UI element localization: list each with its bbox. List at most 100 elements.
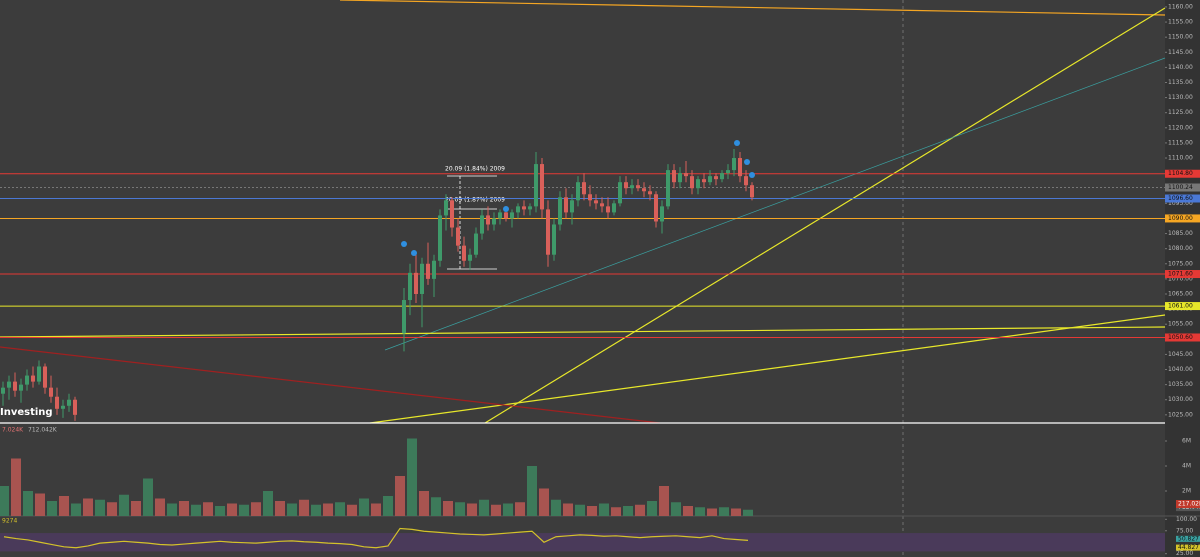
volume-bar [335,502,345,516]
volume-header: 712.042K [28,427,58,434]
volume-bar [323,503,333,516]
volume-bar [83,498,93,516]
volume-bar [479,499,489,516]
candle-body [37,366,41,382]
candle-body [474,233,478,255]
y-tick-label: 1135.00 [1168,79,1193,86]
candle-body [510,212,514,219]
oscillator-tick-label: 75.00 [1176,527,1193,534]
y-tick-label: 1125.00 [1168,109,1193,116]
volume-bar [671,502,681,516]
trend-line [384,57,1166,351]
candle-body [594,200,598,204]
candle-body [648,191,652,195]
volume-bar [359,498,369,516]
volume-header: 7.024K [2,427,24,434]
candle-body [61,405,65,409]
y-tick-label: 1140.00 [1168,64,1193,71]
candle-body [570,200,574,213]
oscillator-tick-label: 100.00 [1176,516,1197,523]
y-tick-label: 1085.00 [1168,230,1193,237]
oscillator-label: 44.827 [1178,544,1199,551]
price-label: 1096.60 [1168,195,1193,202]
candle-body [43,366,47,388]
volume-bar [179,501,189,516]
volume-bar [191,504,201,516]
brand: Investing [0,407,53,418]
candle-body [67,399,71,406]
candle-body [600,203,604,207]
volume-bar [0,486,9,516]
volume-tick-label: 6M [1182,438,1191,445]
volume-bar [455,502,465,516]
candle-body [552,224,556,255]
candle-body [750,185,754,198]
oscillator-label-box [1176,544,1200,551]
candle-body [708,176,712,183]
candle-body [738,158,742,177]
y-tick-label: 1055.00 [1168,321,1193,328]
volume-bar [551,499,561,516]
volume-bar [563,503,573,516]
volume-bar [203,502,213,516]
price-label-box [1165,333,1200,342]
volume-bar [635,504,645,516]
candle-body [468,254,472,261]
y-tick-label: 1075.00 [1168,260,1193,267]
candle-body [522,206,526,210]
price-label: 1071.60 [1168,271,1193,278]
volume-tick-label: 2M [1182,488,1191,495]
y-tick-label: 1145.00 [1168,49,1193,56]
candle-body [654,194,658,222]
volume-bar [143,478,153,516]
trend-line [339,0,1166,16]
signal-marker [401,241,407,247]
candle-body [444,200,448,216]
volume-bar [275,501,285,516]
y-tick-label: 1120.00 [1168,124,1193,131]
volume-bar [647,501,657,516]
candle-body [25,375,29,385]
candle-body [462,245,466,261]
volume-bar [35,493,45,516]
candle-body [31,375,35,382]
candle-body [678,173,682,183]
volume-bar [263,491,273,516]
volume-bar [251,502,261,516]
price-label-box [1165,183,1200,192]
volume-bar [743,509,753,516]
candle-body [732,158,736,171]
candle-body [546,209,550,255]
volume-bar [599,503,609,516]
volume-bar [731,508,741,516]
candle-body [588,194,592,201]
candle-body [73,399,77,415]
candle-body [504,212,508,219]
candle-body [420,263,424,294]
candle-body [642,188,646,192]
candle-body [564,197,568,213]
volume-bar [719,507,729,516]
y-tick-label: 1025.00 [1168,411,1193,418]
y-tick-label: 1130.00 [1168,94,1193,101]
volume-bar [383,496,393,516]
y-tick-label: 1040.00 [1168,366,1193,373]
price-label: 1050.60 [1168,334,1193,341]
y-tick-label: 1045.00 [1168,351,1193,358]
candle-body [684,173,688,177]
volume-bar [215,506,225,516]
volume-bar [47,501,57,516]
oscillator-tick-label: 25.00 [1176,550,1193,557]
candle-body [528,206,532,210]
volume-bar [395,476,405,516]
y-tick-label: 1115.00 [1168,139,1193,146]
signal-marker [503,206,509,212]
price-label-box [1165,302,1200,311]
volume-bar [287,503,297,516]
y-tick-label: 1065.00 [1168,290,1193,297]
volume-bar [575,504,585,516]
signal-marker [411,250,417,256]
volume-bar [311,504,321,516]
